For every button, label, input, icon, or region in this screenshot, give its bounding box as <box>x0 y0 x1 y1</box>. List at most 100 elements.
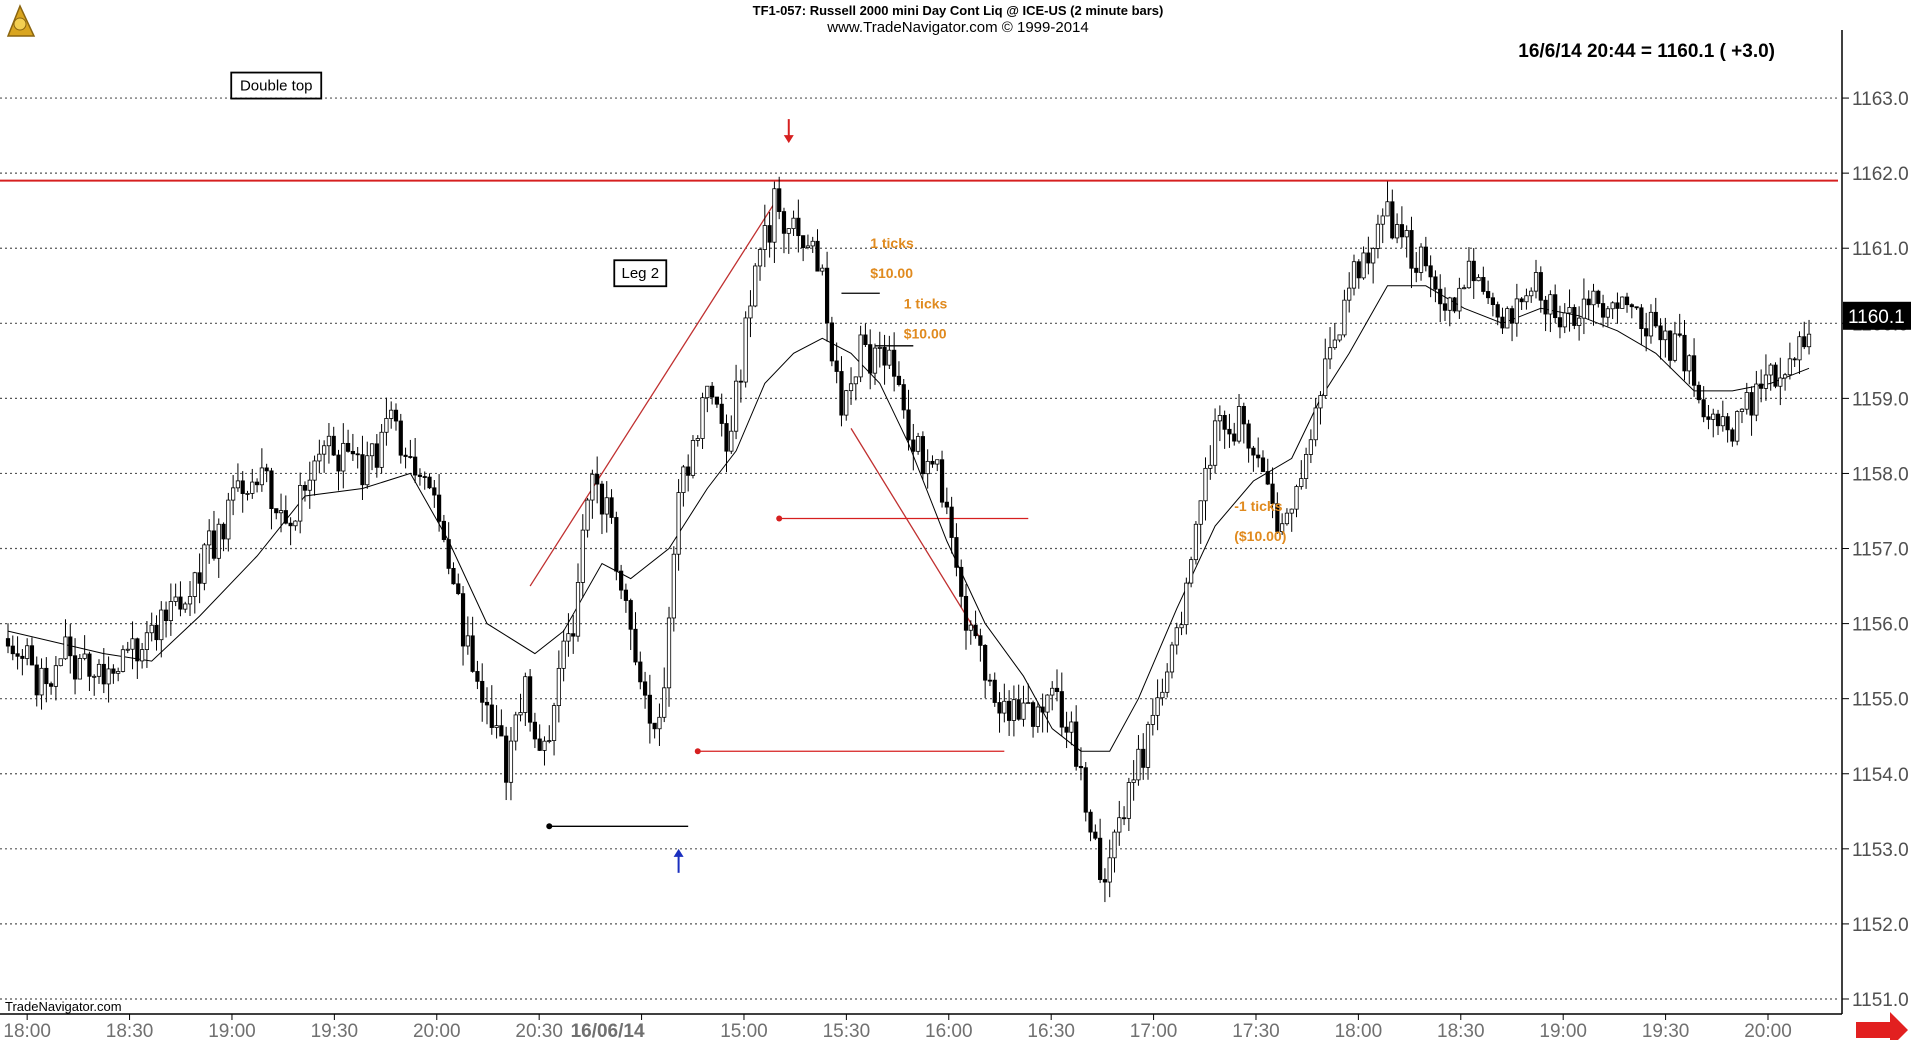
trend-line <box>529 202 775 587</box>
candle-body <box>384 418 389 433</box>
candle-body <box>551 705 557 741</box>
candle-body <box>1356 261 1361 279</box>
candle-body <box>652 722 657 730</box>
candle-body <box>235 480 241 489</box>
candle-body <box>906 409 911 441</box>
candle-body <box>254 481 260 486</box>
time-tick-label: 17:30 <box>1232 1021 1280 1040</box>
candle-body <box>1078 765 1084 769</box>
candle-body <box>1471 260 1476 282</box>
candle-body <box>1347 287 1352 301</box>
candle-body <box>686 466 691 476</box>
candle-body <box>451 567 456 585</box>
candle-body <box>1644 328 1649 337</box>
candle-body <box>757 249 763 267</box>
candle-body <box>63 636 68 660</box>
candle-body <box>1629 304 1634 308</box>
candle-body <box>413 456 418 476</box>
candle-body <box>997 702 1002 714</box>
candle-body <box>1361 252 1366 279</box>
candle-body <box>642 681 648 696</box>
candle-body <box>408 456 413 458</box>
candle-body <box>154 624 159 641</box>
candle-body <box>1438 288 1443 305</box>
candle-body <box>647 694 652 724</box>
candle-body <box>29 645 35 666</box>
candle-body <box>513 714 518 742</box>
candle-body <box>963 595 969 631</box>
candle-body <box>1490 297 1495 305</box>
candle-body <box>614 517 619 572</box>
candle-body <box>1648 311 1654 337</box>
candle-body <box>1236 406 1242 442</box>
candle-body <box>1797 336 1802 361</box>
candle-body <box>508 740 514 783</box>
line-anchor-dot <box>546 823 553 830</box>
candle-body <box>1792 358 1797 361</box>
candle-body <box>810 240 815 247</box>
time-tick-label: 20:30 <box>515 1021 563 1040</box>
candle-body <box>628 600 633 630</box>
candle-body <box>1658 325 1663 341</box>
candle-body <box>743 317 748 383</box>
candle-body <box>1021 702 1026 720</box>
candle-body <box>781 211 787 234</box>
candle-body <box>839 371 844 416</box>
candle-body <box>695 438 700 441</box>
candle-body <box>882 347 887 366</box>
candle-body <box>302 484 308 491</box>
candle-body <box>417 474 423 477</box>
candle-body <box>1768 364 1773 376</box>
candle-body <box>666 617 672 689</box>
candle-body <box>858 334 863 378</box>
candle-body <box>1098 837 1103 880</box>
candle-body <box>1711 413 1716 420</box>
candle-body <box>5 638 11 647</box>
candle-body <box>959 566 964 597</box>
time-axis[interactable]: 18:00 18:30 19:00 19:30 20:00 20:30 16/06/14 15… <box>3 1014 1792 1040</box>
candle-body <box>690 440 696 476</box>
price-tick-label: 1162.0 <box>1852 164 1909 185</box>
candle-body <box>733 380 739 432</box>
candle-body <box>1059 691 1064 728</box>
candle-body <box>1102 879 1108 883</box>
candle-body <box>293 520 298 527</box>
candle-body <box>1040 706 1045 713</box>
scroll-right-button[interactable] <box>1856 1012 1908 1040</box>
time-tick-label: 18:30 <box>106 1021 154 1040</box>
candle-body <box>863 334 868 346</box>
candle-body <box>278 510 284 514</box>
candle-body <box>1030 702 1036 727</box>
candle-body <box>954 537 959 568</box>
candle-body <box>710 385 715 398</box>
candle-body <box>714 396 720 405</box>
candle-body <box>49 683 54 687</box>
candle-body <box>848 383 854 392</box>
price-axis[interactable]: 1163.01162.01161.01160.01159.01158.01157… <box>0 30 1909 1015</box>
candle-body <box>1366 252 1371 264</box>
candle-body <box>595 473 600 485</box>
candle-body <box>360 454 365 486</box>
candle-body <box>1270 483 1275 505</box>
candle-body <box>1246 423 1251 449</box>
candle-body <box>1562 312 1567 328</box>
candle-body <box>1189 559 1194 584</box>
candle-body <box>599 483 605 515</box>
candle-body <box>20 655 25 659</box>
candle-body <box>1217 415 1222 422</box>
candle-body <box>1069 721 1074 733</box>
candle-body <box>1653 311 1658 327</box>
candle-body <box>571 633 576 637</box>
candle-body <box>676 492 681 555</box>
candle-body <box>312 460 317 481</box>
candle-body <box>1725 416 1730 431</box>
candle-body <box>494 725 499 728</box>
candle-body <box>1591 290 1596 306</box>
candle-body <box>350 450 355 455</box>
logo[interactable] <box>4 3 38 39</box>
candle-body <box>1117 817 1122 833</box>
candle-body <box>1596 290 1601 304</box>
candle-body <box>1232 433 1237 442</box>
candle-body <box>1533 272 1539 292</box>
